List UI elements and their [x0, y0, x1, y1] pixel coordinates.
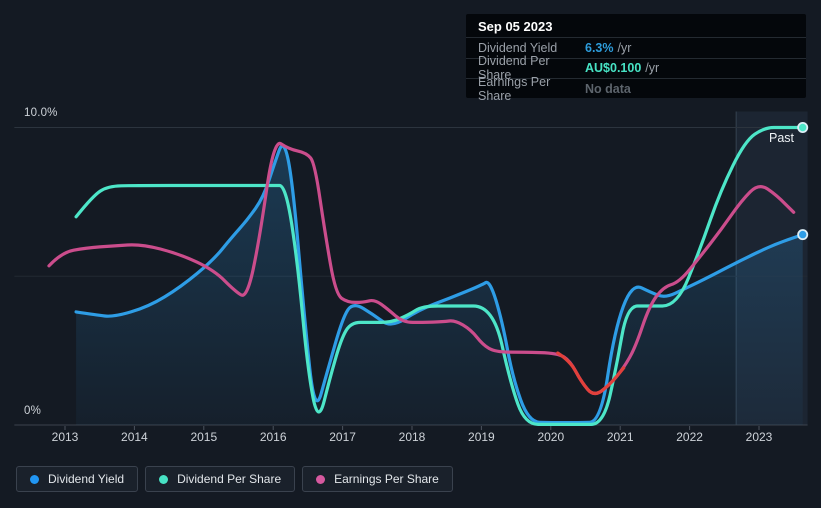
endpoint-marker-dividend-per-share — [797, 122, 809, 134]
legend-label: Earnings Per Share — [334, 472, 439, 486]
tooltip-row-dividend-per-share: Dividend Per Share AU$0.100 /yr — [466, 54, 806, 82]
tooltip-row-earnings-per-share: Earnings Per Share No data — [466, 75, 806, 103]
x-axis-label-2017: 2017 — [329, 430, 356, 444]
x-axis-label-2018: 2018 — [398, 430, 426, 444]
hover-tooltip: Sep 05 2023 Dividend Yield 6.3% /yr Divi… — [466, 14, 806, 103]
legend-swatch-dividend-yield-icon — [30, 474, 39, 484]
past-region-label: Past — [769, 131, 795, 145]
tooltip-label: Dividend Per Share — [478, 54, 550, 83]
x-axis-label-2015: 2015 — [190, 430, 218, 444]
legend-swatch-dividend-per-share-icon — [159, 474, 169, 484]
x-axis-label-2014: 2014 — [121, 430, 148, 444]
line-dividend-per-share — [74, 125, 805, 426]
tooltip-value: AU$0.100 — [585, 61, 642, 76]
tooltip-label: Earnings Per Share — [478, 74, 551, 103]
tooltip-date: Sep 05 2023 — [478, 19, 553, 34]
y-axis-label-bottom: 0% — [24, 405, 42, 417]
x-axis-label-2019: 2019 — [468, 430, 495, 444]
tooltip-value-suffix: /yr — [645, 61, 660, 76]
endpoint-marker-dividend-yield — [797, 229, 809, 241]
x-axis-label-2016: 2016 — [259, 430, 287, 444]
x-axis-label-2023: 2023 — [745, 430, 773, 444]
line-earnings-per-share — [47, 141, 796, 395]
tooltip-label: Dividend Yield — [478, 40, 558, 55]
y-axis-label-top: 10.0% — [24, 107, 58, 119]
legend-swatch-earnings-per-share-icon — [316, 474, 326, 484]
line-eps-negative-segment — [556, 351, 626, 395]
legend-item-dividend-yield[interactable]: Dividend Yield — [16, 466, 139, 492]
x-axis-label-2020: 2020 — [537, 430, 565, 444]
legend-item-earnings-per-share[interactable]: Earnings Per Share — [302, 466, 453, 492]
area-fill-dividend-yield — [76, 145, 803, 425]
chart-legend: Dividend Yield Dividend Per Share Earnin… — [16, 466, 453, 492]
tooltip-value: 6.3% — [585, 40, 614, 55]
tooltip-row-dividend-yield: Dividend Yield 6.3% /yr — [466, 37, 806, 58]
x-axis-label-2022: 2022 — [676, 430, 703, 444]
tooltip-value-suffix: /yr — [617, 40, 632, 55]
x-axis-label-2013: 2013 — [51, 430, 79, 444]
legend-label: Dividend Per Share — [177, 472, 282, 486]
legend-label: Dividend Yield — [48, 472, 125, 486]
legend-item-dividend-per-share[interactable]: Dividend Per Share — [145, 466, 296, 492]
tooltip-value: No data — [585, 81, 631, 96]
x-axis-label-2021: 2021 — [606, 430, 634, 444]
